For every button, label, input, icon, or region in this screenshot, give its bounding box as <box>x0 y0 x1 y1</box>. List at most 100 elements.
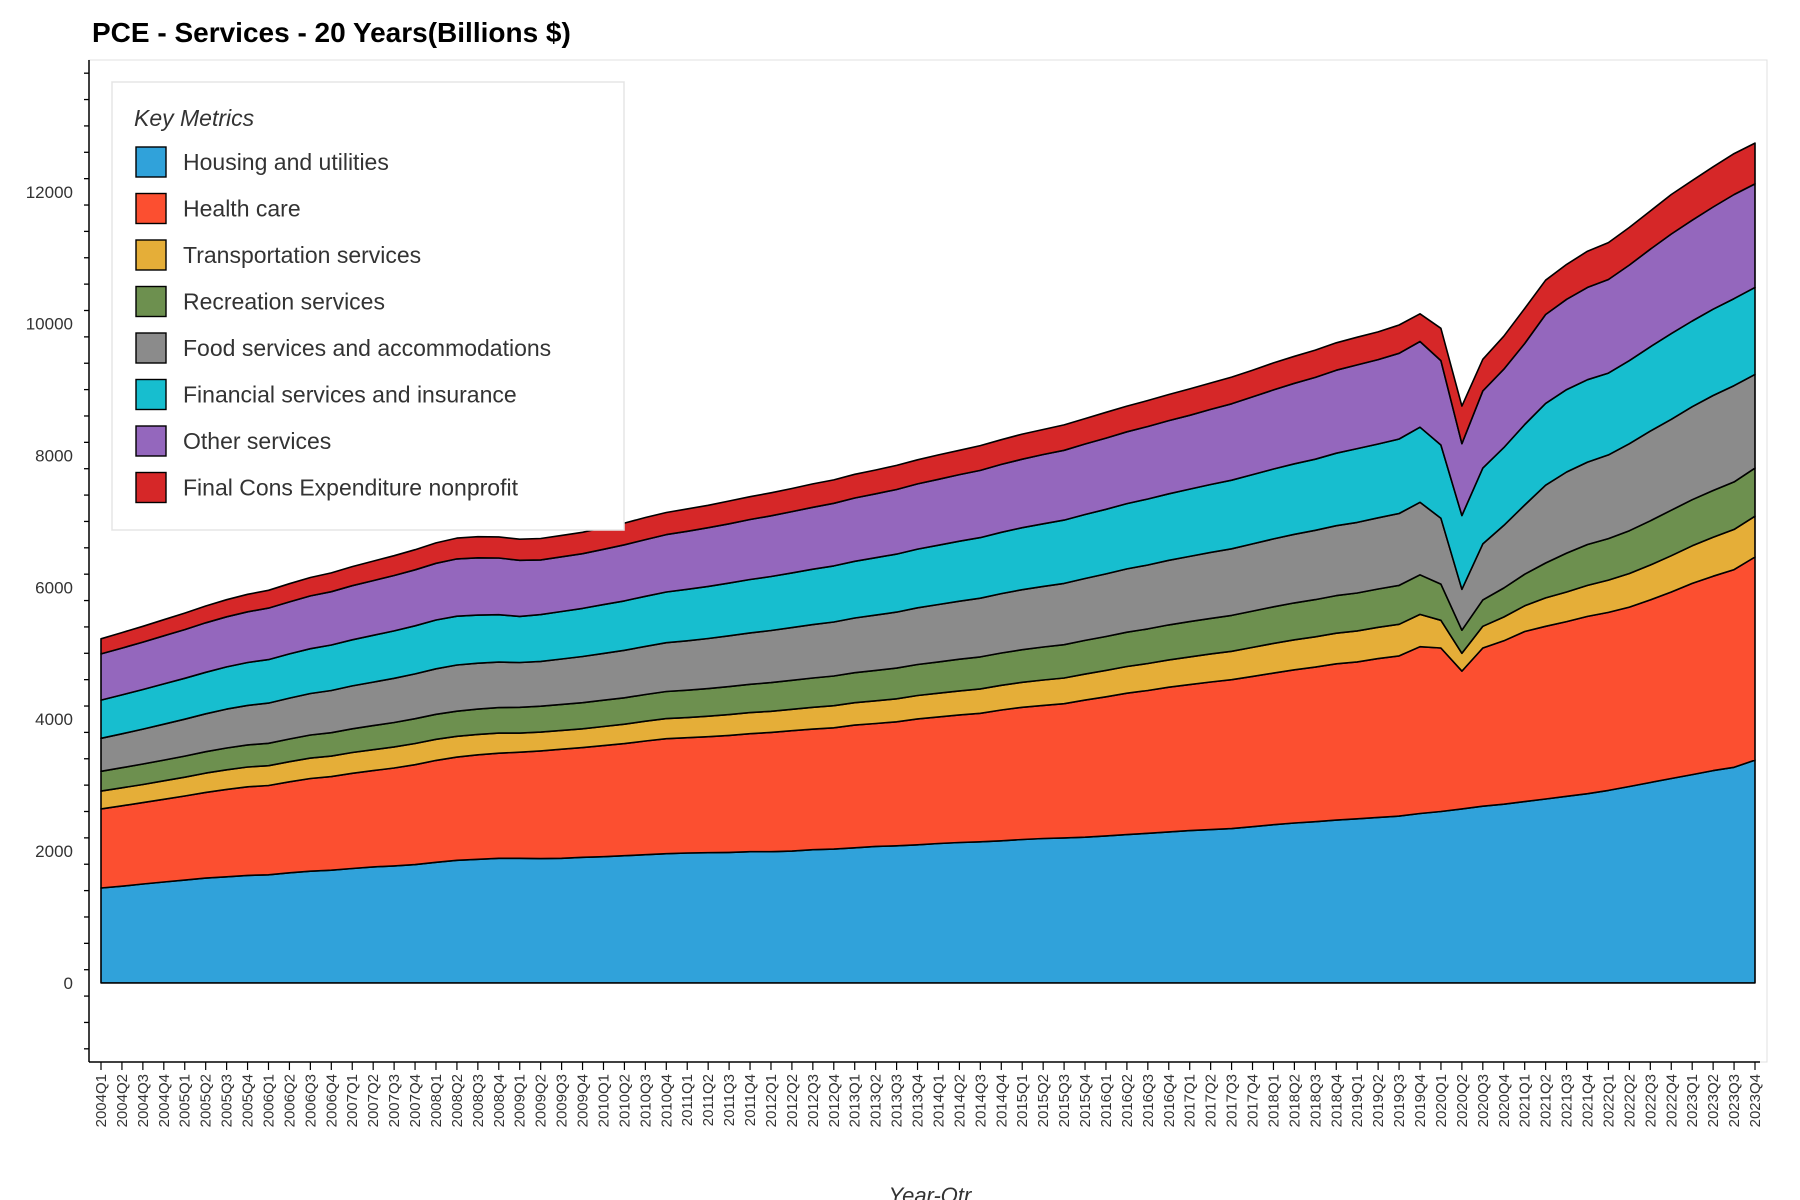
x-tick-label: 2005Q1 <box>177 1074 194 1127</box>
x-tick-label: 2004Q4 <box>156 1074 173 1127</box>
x-tick-label: 2013Q3 <box>889 1074 906 1127</box>
x-tick-label: 2006Q3 <box>302 1074 319 1127</box>
y-axis: 0 2000 4000 6000 8000 10000 12000 <box>26 60 90 1062</box>
x-tick-label: 2004Q3 <box>135 1074 152 1127</box>
x-tick-label: 2015Q3 <box>1056 1074 1073 1127</box>
y-tick-label: 12000 <box>26 183 73 202</box>
x-tick-label: 2012Q4 <box>826 1074 843 1127</box>
x-tick-label: 2015Q1 <box>1014 1074 1031 1127</box>
legend-item-final-cons-expenditure-nonprofit: Final Cons Expenditure nonprofit <box>135 471 519 504</box>
legend-item-transportation-services: Transportation services <box>135 239 421 271</box>
x-tick-label: 2022Q1 <box>1600 1074 1617 1127</box>
x-tick-label: 2016Q2 <box>1119 1074 1136 1127</box>
x-tick-label: 2013Q2 <box>868 1074 885 1127</box>
y-tick-label: 6000 <box>35 578 73 597</box>
x-tick-label: 2020Q4 <box>1496 1074 1513 1127</box>
legend-label: Final Cons Expenditure nonprofit <box>183 475 519 501</box>
x-axis-label: Year-Qtr <box>889 1183 973 1200</box>
x-tick-label: 2023Q1 <box>1684 1074 1701 1127</box>
x-tick-label: 2010Q1 <box>595 1074 612 1127</box>
legend-label: Recreation services <box>183 289 385 315</box>
x-tick-label: 2017Q4 <box>1245 1074 1262 1127</box>
x-tick-label: 2004Q1 <box>93 1074 110 1127</box>
legend-item-health-care: Health care <box>135 192 301 225</box>
y-tick-label: 4000 <box>35 710 73 729</box>
legend-swatch <box>135 146 167 178</box>
x-tick-label: 2021Q1 <box>1517 1074 1534 1127</box>
legend-swatch <box>135 471 167 504</box>
x-tick-label: 2023Q3 <box>1726 1074 1743 1127</box>
x-tick-label: 2016Q3 <box>1140 1074 1157 1127</box>
x-tick-label: 2022Q3 <box>1642 1074 1659 1127</box>
x-tick-label: 2007Q1 <box>344 1074 361 1127</box>
legend-item-financial-services-and-insurance: Financial services and insurance <box>135 378 517 411</box>
x-tick-label: 2019Q4 <box>1412 1074 1429 1127</box>
legend-item-housing-and-utilities: Housing and utilities <box>135 146 389 178</box>
x-tick-label: 2023Q4 <box>1747 1074 1764 1127</box>
x-tick-label: 2014Q3 <box>972 1074 989 1127</box>
x-tick-label: 2007Q2 <box>365 1074 382 1127</box>
x-tick-label: 2013Q4 <box>910 1074 927 1127</box>
x-tick-label: 2016Q1 <box>1098 1074 1115 1127</box>
x-tick-label: 2008Q2 <box>449 1074 466 1127</box>
x-tick-label: 2010Q4 <box>658 1074 675 1127</box>
y-tick-label: 0 <box>64 974 73 993</box>
x-tick-label: 2015Q4 <box>1077 1074 1094 1127</box>
x-tick-label: 2020Q3 <box>1475 1074 1492 1127</box>
x-tick-label: 2021Q4 <box>1580 1074 1597 1127</box>
x-tick-label: 2018Q2 <box>1286 1074 1303 1127</box>
legend-items: Housing and utilities Health care Transpor… <box>135 146 551 504</box>
x-tick-label: 2022Q4 <box>1663 1074 1680 1127</box>
y-tick-label: 10000 <box>26 315 73 334</box>
x-tick-label: 2005Q3 <box>219 1074 236 1127</box>
legend-label: Other services <box>183 428 331 454</box>
legend-swatch <box>135 192 167 225</box>
legend: Key Metrics Housing and utilities Health … <box>111 81 625 531</box>
x-tick-label: 2014Q4 <box>993 1074 1010 1127</box>
x-tick-label: 2006Q1 <box>260 1074 277 1127</box>
legend-item-other-services: Other services <box>135 425 331 457</box>
legend-label: Housing and utilities <box>183 149 389 175</box>
legend-label: Food services and accommodations <box>183 335 551 361</box>
area-layers <box>88 59 1768 1063</box>
x-tick-label: 2022Q2 <box>1621 1074 1638 1127</box>
x-tick-label: 2021Q3 <box>1559 1074 1576 1127</box>
x-tick-label: 2012Q2 <box>784 1074 801 1127</box>
x-tick-label: 2016Q4 <box>1161 1074 1178 1127</box>
legend-title: Key Metrics <box>134 105 255 131</box>
x-tick-label: 2009Q4 <box>575 1074 592 1127</box>
x-tick-label: 2019Q1 <box>1349 1074 1366 1127</box>
legend-item-recreation-services: Recreation services <box>135 285 385 318</box>
x-tick-label: 2019Q2 <box>1370 1074 1387 1127</box>
x-tick-label: 2009Q2 <box>533 1074 550 1127</box>
x-tick-label: 2012Q1 <box>763 1074 780 1127</box>
x-tick-label: 2005Q4 <box>240 1074 257 1127</box>
x-tick-label: 2006Q2 <box>281 1074 298 1127</box>
x-tick-label: 2019Q3 <box>1391 1074 1408 1127</box>
x-tick-label: 2007Q4 <box>407 1074 424 1127</box>
x-tick-label: 2004Q2 <box>114 1074 131 1127</box>
x-tick-label: 2011Q4 <box>742 1074 759 1126</box>
x-tick-label: 2014Q1 <box>930 1074 947 1127</box>
x-tick-label: 2013Q1 <box>847 1074 864 1127</box>
legend-swatch <box>135 425 167 457</box>
x-tick-label: 2023Q2 <box>1705 1074 1722 1127</box>
x-tick-label: 2018Q4 <box>1328 1074 1345 1127</box>
x-tick-label: 2008Q4 <box>491 1074 508 1127</box>
chart-title: PCE - Services - 20 Years(Billions $) <box>92 17 571 48</box>
legend-swatch <box>135 285 167 318</box>
x-tick-label: 2007Q3 <box>386 1074 403 1127</box>
x-tick-label: 2011Q1 <box>679 1074 696 1126</box>
x-tick-label: 2020Q1 <box>1433 1074 1450 1127</box>
x-tick-label: 2017Q2 <box>1203 1074 1220 1127</box>
legend-swatch <box>135 332 167 364</box>
legend-label: Transportation services <box>183 242 421 268</box>
x-tick-label: 2017Q3 <box>1224 1074 1241 1127</box>
legend-label: Financial services and insurance <box>183 382 517 408</box>
x-tick-label: 2021Q2 <box>1538 1074 1555 1127</box>
x-tick-label: 2018Q1 <box>1265 1074 1282 1127</box>
y-tick-label: 2000 <box>35 842 73 861</box>
x-tick-label: 2010Q3 <box>637 1074 654 1127</box>
